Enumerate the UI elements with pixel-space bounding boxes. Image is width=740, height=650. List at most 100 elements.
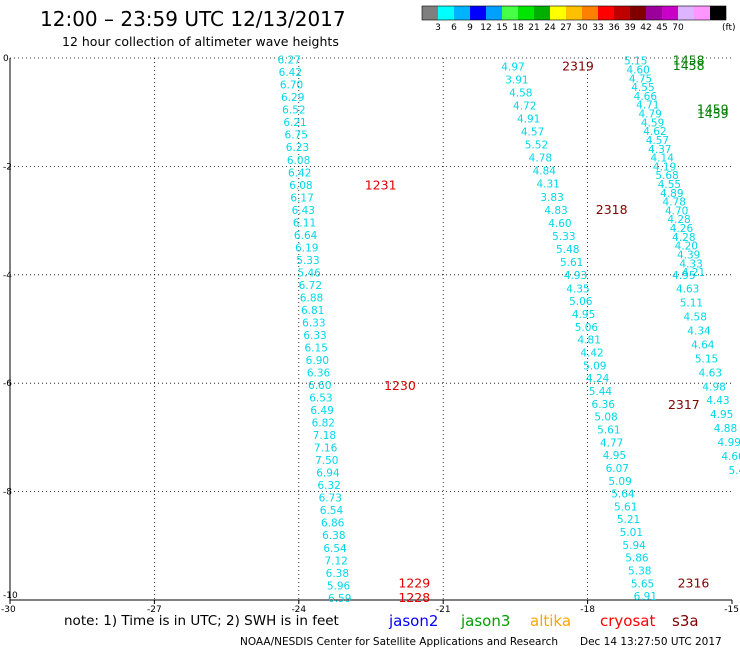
time-label: 1458 (673, 53, 705, 68)
colorbar-swatch (534, 6, 550, 20)
swh-point: 7.16 (314, 443, 338, 455)
swh-point: 5.86 (625, 553, 649, 565)
swh-point: 5.65 (631, 578, 654, 590)
swh-point: 6.27 (277, 55, 300, 67)
swh-point: 6.53 (309, 393, 332, 405)
colorbar-label: 18 (512, 23, 524, 33)
swh-point: 5.11 (680, 298, 703, 310)
time-label: 1230 (384, 378, 416, 393)
swh-point: 6.75 (285, 130, 308, 142)
swh-point: 6.88 (300, 292, 323, 304)
satellite-jason2: jason2 (388, 612, 438, 630)
swh-point: 4.66 (721, 451, 740, 463)
satellite-jason3: jason3 (460, 612, 510, 630)
x-tick-label: -21 (436, 605, 451, 615)
swh-point: 4.34 (687, 326, 711, 338)
colorbar-label: 39 (624, 23, 636, 33)
swh-point: 5.15 (624, 56, 647, 68)
colorbar-swatch (694, 6, 710, 20)
swh-point: 4.63 (699, 367, 722, 379)
swh-point: 6.33 (302, 317, 325, 329)
swh-point: 4.89 (660, 188, 683, 200)
colorbar-label: 9 (467, 23, 473, 33)
swh-point: 4.84 (533, 166, 557, 178)
colorbar-swatch (598, 6, 614, 20)
swh-point: 4.95 (672, 270, 695, 282)
swh-point: 4.26 (670, 223, 694, 235)
colorbar-swatch (662, 6, 678, 20)
swh-point: 5.09 (583, 360, 606, 372)
colorbar-swatch (678, 6, 694, 20)
swh-point: 6.59 (328, 593, 351, 605)
colorbar-swatch (582, 6, 598, 20)
swh-point: 6.32 (317, 480, 340, 492)
swh-point: 5.61 (614, 501, 637, 513)
swh-point: 6.15 (305, 343, 328, 355)
swh-point: 5.61 (560, 257, 583, 269)
swh-point: 4.21 (682, 267, 705, 279)
time-label: 2316 (678, 576, 710, 591)
swh-point: 4.79 (638, 109, 661, 121)
colorbar-label: 45 (656, 23, 667, 33)
swh-point: 4.83 (544, 205, 567, 217)
swh-point: 4.55 (658, 179, 681, 191)
x-tick-label: -15 (724, 605, 739, 615)
swh-point: 4.77 (600, 437, 623, 449)
swh-point: 6.43 (292, 205, 315, 217)
swh-point: 6.42 (279, 67, 302, 79)
swh-point: 5.64 (611, 489, 635, 501)
swh-point: 4.95 (572, 309, 595, 321)
swh-point: 6.11 (293, 217, 316, 229)
colorbar-swatch (438, 6, 454, 20)
satellite-cryosat: cryosat (600, 612, 655, 630)
chart-subtitle: 12 hour collection of altimeter wave hei… (62, 34, 339, 49)
swh-point: 4.88 (714, 423, 737, 435)
colorbar-swatch (614, 6, 630, 20)
swh-point: 5.09 (608, 476, 631, 488)
swh-point: 6.60 (308, 380, 331, 392)
track-points: 6.276.426.706.296.526.216.756.236.086.42… (277, 55, 740, 605)
colorbar-label: 27 (560, 23, 571, 33)
time-label: 1229 (398, 576, 430, 591)
chart-axes: -30 -27 -24 -21 -18 -15 0 -2 -4 -6 -8 -10 (1, 54, 739, 615)
time-label: 2318 (596, 202, 628, 217)
swh-point: 4.43 (706, 395, 729, 407)
swh-point: 4.59 (641, 117, 664, 129)
swh-point: 4.93 (564, 270, 587, 282)
swh-point: 4.95 (710, 409, 733, 421)
swh-point: 6.81 (301, 305, 324, 317)
swh-point: 5.33 (552, 231, 575, 243)
swh-point: 6.54 (320, 505, 344, 517)
x-tick-label: -27 (147, 605, 162, 615)
swh-point: 6.54 (323, 543, 347, 555)
credit-left: NOAA/NESDIS Center for Satellite Applica… (240, 636, 558, 648)
swh-point: 6.07 (606, 463, 629, 475)
swh-point: 6.36 (307, 368, 331, 380)
swh-point: 4.57 (646, 135, 669, 147)
swh-point: 4.98 (702, 381, 725, 393)
swh-point: 6.21 (283, 117, 306, 129)
swh-point: 5.94 (622, 540, 646, 552)
swh-point: 5.21 (617, 514, 640, 526)
swh-point: 4.37 (648, 144, 671, 156)
satellite-legend: jason2 jason3 altika cryosat s3a (388, 612, 699, 630)
swh-point: 5.06 (575, 322, 599, 334)
swh-point: 4.78 (529, 153, 552, 165)
colorbar-label: 70 (672, 23, 684, 33)
swh-point: 5.38 (628, 566, 651, 578)
swh-point: 4.57 (521, 127, 544, 139)
swh-point: 4.19 (653, 161, 676, 173)
swh-point: 4.35 (566, 283, 589, 295)
swh-point: 6.72 (299, 280, 322, 292)
swh-point: 4.28 (667, 214, 690, 226)
swh-point: 4.62 (643, 126, 666, 138)
swh-point: 3.83 (540, 192, 563, 204)
swh-point: 4.14 (651, 153, 675, 165)
swh-point: 4.95 (603, 450, 626, 462)
swh-point: 6.17 (290, 192, 313, 204)
colorbar-swatch (630, 6, 646, 20)
colorbar-swatch (518, 6, 534, 20)
time-label: 1228 (398, 590, 430, 605)
swh-point: 4.97 (501, 62, 524, 74)
